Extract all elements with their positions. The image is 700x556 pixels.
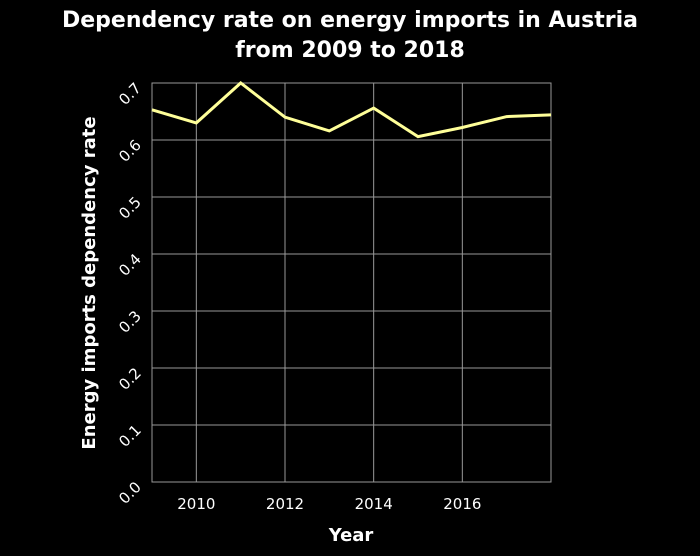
y-tick-label-1: 0.1 xyxy=(115,421,145,451)
y-tick-label-2: 0.2 xyxy=(115,364,145,394)
x-tick-labels: 2010 2012 2014 2016 xyxy=(177,495,481,513)
grid xyxy=(151,82,552,483)
x-axis-title: Year xyxy=(328,525,374,546)
x-tick-label-2012: 2012 xyxy=(266,495,304,513)
chart-title-line-1: Dependency rate on energy imports in Aus… xyxy=(61,8,639,33)
y-axis-title: Energy imports dependency rate xyxy=(79,116,100,449)
y-tick-label-4: 0.4 xyxy=(115,250,145,280)
plot-frame xyxy=(151,82,552,483)
chart-title: Dependency rate on energy imports in Aus… xyxy=(0,6,700,66)
y-tick-labels: 0.0 0.1 0.2 0.3 0.4 0.5 0.6 0.7 xyxy=(115,79,145,508)
series-line-0 xyxy=(151,81,552,139)
series-layer xyxy=(151,81,552,139)
y-tick-label-3: 0.3 xyxy=(115,307,145,337)
x-tick-label-2016: 2016 xyxy=(443,495,481,513)
x-tick-label-2010: 2010 xyxy=(177,495,215,513)
y-tick-label-5: 0.5 xyxy=(115,193,145,223)
y-tick-label-7: 0.7 xyxy=(115,79,145,109)
y-tick-label-0: 0.0 xyxy=(115,478,145,508)
y-tick-label-6: 0.6 xyxy=(115,136,145,166)
x-tick-label-2014: 2014 xyxy=(355,495,393,513)
chart-title-line-2: from 2009 to 2018 xyxy=(235,38,465,63)
